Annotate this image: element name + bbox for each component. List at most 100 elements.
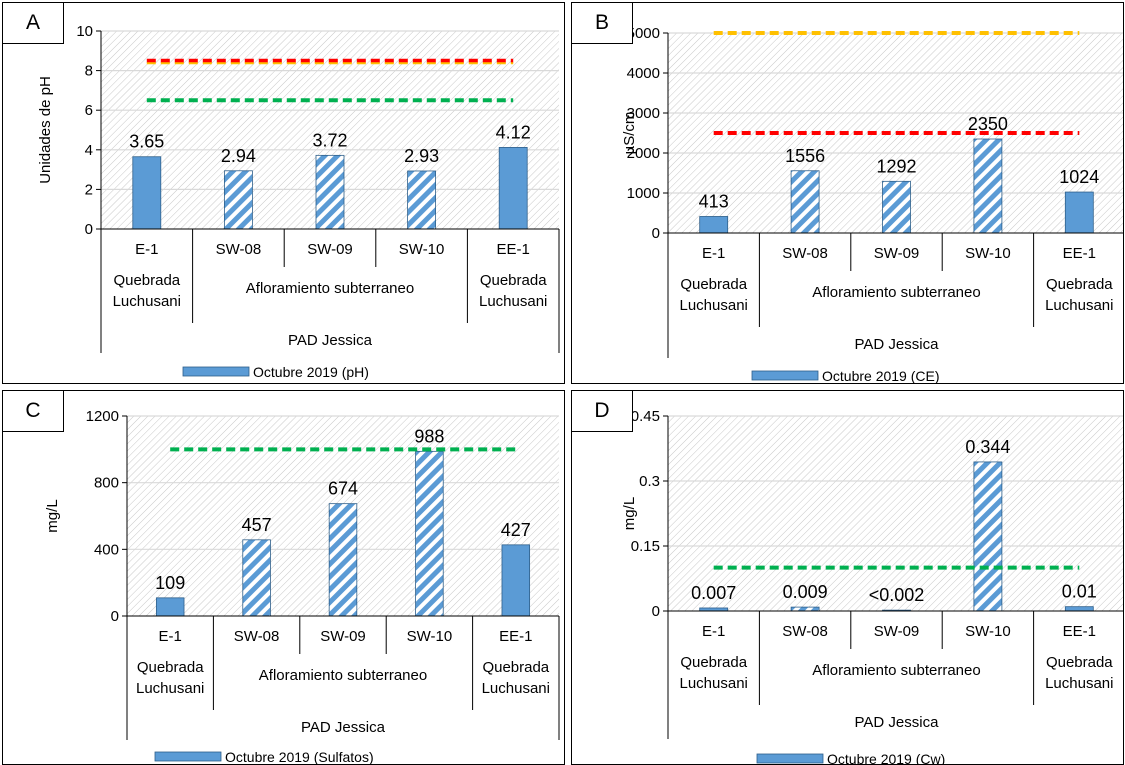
category-label: SW-10 [407,628,453,645]
bar-sw-08 [223,170,253,230]
group-label: Quebrada [680,276,747,293]
legend-label: Octubre 2019 (CE) [822,368,940,383]
group-label: Afloramiento subterraneo [812,662,980,679]
plot-area [668,416,1123,611]
category-label: SW-08 [234,628,280,645]
data-label: 413 [699,191,729,211]
legend-swatch [751,370,819,381]
y-tick-label: 2 [85,181,93,198]
data-label: 1024 [1059,167,1099,187]
chart-panel-c: 0 400 800 1200 mg/L 109 457 674 988 427 E-1 SW-08 SW… [2,390,565,765]
category-label: SW-08 [782,245,828,262]
category-label: E-1 [702,245,725,262]
data-label: 0.007 [691,583,736,603]
data-label: 3.65 [129,132,164,152]
data-label: 4.12 [496,122,531,142]
y-tick-label: 8 [85,63,93,80]
supergroup-label: PAD Jessica [301,719,386,736]
chart-svg: 0 0.15 0.3 0.45 mg/L 0.007 0.009 <0.002 0.344 0.0… [621,408,1123,764]
chart-panel-b: 0 1000 2000 3000 4000 5000 µS/cm 413 1556 1292 235… [571,2,1124,384]
panel-letter: A [3,3,64,44]
y-axis-label: Unidades de pH [37,76,54,184]
group-label: Quebrada [680,654,747,671]
bar-sw-10 [407,170,437,230]
chart-panel-a: 0 2 4 6 8 10 Unidades de pH 3.65 2.94 3.72 2.93 4.1… [2,2,565,384]
bar-sw-09 [882,180,911,234]
category-label: SW-09 [874,245,920,262]
category-label: EE-1 [1063,623,1096,640]
bar-e-1 [699,216,729,234]
y-tick-label: 0.15 [631,538,660,555]
group-label: Luchusani [136,680,204,697]
y-tick-label: 0.3 [639,473,660,490]
data-label: <0.002 [869,585,925,605]
data-label: 1292 [876,156,916,176]
data-label: 988 [414,426,444,446]
bar-e-1 [155,597,185,617]
chart-panel-d: 0 0.15 0.3 0.45 mg/L 0.007 0.009 <0.002 0.344 0.0… [571,390,1124,765]
group-label: Luchusani [479,293,547,310]
y-axis-label: mg/L [44,499,61,532]
category-label: SW-09 [320,628,366,645]
category-label: SW-10 [965,245,1011,262]
group-label: Quebrada [137,659,204,676]
group-label: Luchusani [482,680,550,697]
group-label: Luchusani [680,297,748,314]
data-label: 0.01 [1062,582,1097,602]
legend-label: Octubre 2019 (pH) [253,364,369,380]
category-label: SW-10 [399,241,445,258]
category-label: SW-08 [782,623,828,640]
bar-ee-1 [1064,606,1094,612]
y-tick-label: 0 [652,225,660,242]
category-label: EE-1 [499,628,532,645]
y-tick-label: 0 [652,603,660,620]
legend-swatch [154,751,222,762]
group-label: Luchusani [1045,675,1113,692]
y-tick-label: 4000 [627,65,660,82]
group-label: Quebrada [113,272,180,289]
y-tick-label: 5000 [627,25,660,42]
y-tick-label: 2000 [627,145,660,162]
supergroup-label: PAD Jessica [855,714,940,731]
category-label: SW-09 [874,623,920,640]
chart-svg: 0 1000 2000 3000 4000 5000 µS/cm 413 1556 1292 235… [621,25,1123,383]
data-label: 427 [501,520,531,540]
y-tick-label: 10 [76,23,93,40]
y-tick-label: 0 [85,221,93,238]
data-label: 674 [328,479,358,499]
y-tick-label: 800 [94,475,119,492]
category-label: E-1 [159,628,182,645]
y-tick-label: 400 [94,541,119,558]
legend-swatch [756,753,824,764]
bar-sw-10 [973,138,1003,234]
y-tick-label: 3000 [627,105,660,122]
category-label: SW-08 [216,241,262,258]
data-label: 457 [242,515,272,535]
y-axis-label: mg/L [621,497,638,530]
bar-sw-10 [415,450,444,617]
bar-ee-1 [498,147,528,230]
data-label: 2.93 [404,146,439,166]
category-label: EE-1 [1063,245,1096,262]
legend-swatch [182,366,250,377]
group-label: Afloramiento subterraneo [246,280,414,297]
group-label: Afloramiento subterraneo [812,284,980,301]
group-label: Afloramiento subterraneo [259,667,427,684]
category-label: SW-10 [965,623,1011,640]
bar-ee-1 [501,544,531,617]
y-tick-label: 6 [85,102,93,119]
legend-label: Octubre 2019 (Sulfatos) [225,749,374,764]
bar-ee-1 [1064,191,1094,234]
bar-sw-10 [973,461,1003,612]
y-axis-label: µS/cm [621,112,638,155]
data-label: 0.344 [965,437,1010,457]
y-tick-label: 4 [85,142,93,159]
panel-letter: B [572,3,633,44]
supergroup-label: PAD Jessica [288,332,373,349]
y-tick-label: 1000 [627,185,660,202]
category-label: EE-1 [497,241,530,258]
group-label: Quebrada [1046,276,1113,293]
group-label: Quebrada [1046,654,1113,671]
group-label: Quebrada [482,659,549,676]
bar-sw-08 [790,606,820,612]
